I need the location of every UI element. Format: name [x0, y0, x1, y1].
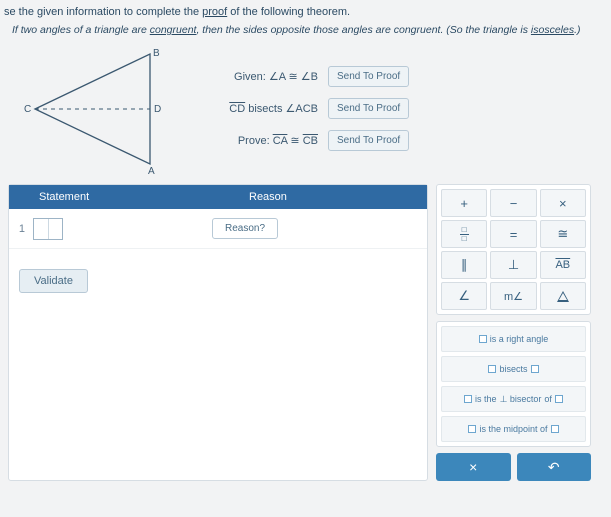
reason-templates: is a right angle bisects is the ⊥ bisect…	[436, 321, 591, 447]
col-statement: Statement	[9, 191, 209, 203]
op-angle[interactable]: ∠	[441, 282, 487, 310]
reason-button[interactable]: Reason?	[212, 218, 278, 239]
col-reason: Reason	[209, 191, 427, 203]
prove-label: Prove: CA ≅ CB	[178, 134, 328, 147]
op-parallel[interactable]: ∥	[441, 251, 487, 279]
send-prove-button[interactable]: Send To Proof	[328, 130, 409, 151]
th-a: If two angles of a triangle are	[12, 24, 150, 36]
th-u2: isosceles	[531, 24, 574, 36]
vertex-a: A	[148, 166, 155, 174]
givens-panel: Given: ∠A ≅ ∠B Send To Proof CD bisects …	[178, 44, 409, 174]
proof-header: Statement Reason	[9, 185, 427, 209]
op-triangle[interactable]	[540, 282, 586, 310]
th-u1: congruent	[150, 24, 197, 36]
op-plus[interactable]: +	[441, 189, 487, 217]
top-area: B A C D Given: ∠A ≅ ∠B Send To Proof CD …	[20, 44, 603, 174]
reason-bisects[interactable]: bisects	[441, 356, 586, 382]
proof-row-1: 1 Reason?	[9, 209, 427, 249]
vertex-c: C	[24, 104, 31, 115]
op-fraction[interactable]: □□	[441, 220, 487, 248]
th-c: .)	[574, 24, 580, 36]
instr-proof: proof	[202, 6, 227, 18]
op-perpendicular[interactable]: ⊥	[490, 251, 536, 279]
operator-grid: + − × □□ = ≅ ∥ ⊥ AB ∠ m∠	[436, 184, 591, 315]
op-equals[interactable]: =	[490, 220, 536, 248]
triangle-icon	[557, 291, 569, 302]
send-given-button[interactable]: Send To Proof	[328, 66, 409, 87]
instr-post: of the following theorem.	[227, 6, 350, 18]
triangle-diagram: B A C D	[20, 44, 170, 174]
reason-right-angle[interactable]: is a right angle	[441, 326, 586, 352]
op-times[interactable]: ×	[540, 189, 586, 217]
given-label: Given: ∠A ≅ ∠B	[178, 70, 328, 83]
op-congruent[interactable]: ≅	[540, 220, 586, 248]
reason-perp-bisector[interactable]: is the ⊥ bisector of	[441, 386, 586, 412]
op-minus[interactable]: −	[490, 189, 536, 217]
row-number: 1	[9, 223, 29, 235]
validate-button[interactable]: Validate	[19, 269, 88, 293]
palette-actions: × ↶	[436, 453, 591, 481]
main-area: Statement Reason 1 Reason? Validate + − …	[8, 184, 603, 481]
clear-button[interactable]: ×	[436, 453, 511, 481]
instr-pre: se the given information to complete the	[4, 6, 202, 18]
vertex-b: B	[153, 48, 160, 59]
theorem-line: If two angles of a triangle are congruen…	[12, 24, 603, 36]
proof-table: Statement Reason 1 Reason? Validate	[8, 184, 428, 481]
symbol-palette: + − × □□ = ≅ ∥ ⊥ AB ∠ m∠ is a right angl…	[436, 184, 591, 481]
th-b: , then the sides opposite those angles a…	[196, 24, 530, 36]
aux-label: CD bisects ∠ACB	[178, 102, 328, 115]
instruction-line: se the given information to complete the…	[4, 6, 603, 18]
vertex-d: D	[154, 104, 161, 115]
op-measure-angle[interactable]: m∠	[490, 282, 536, 310]
send-aux-button[interactable]: Send To Proof	[328, 98, 409, 119]
undo-button[interactable]: ↶	[517, 453, 592, 481]
op-segment[interactable]: AB	[540, 251, 586, 279]
reason-midpoint[interactable]: is the midpoint of	[441, 416, 586, 442]
statement-input[interactable]	[33, 218, 63, 240]
